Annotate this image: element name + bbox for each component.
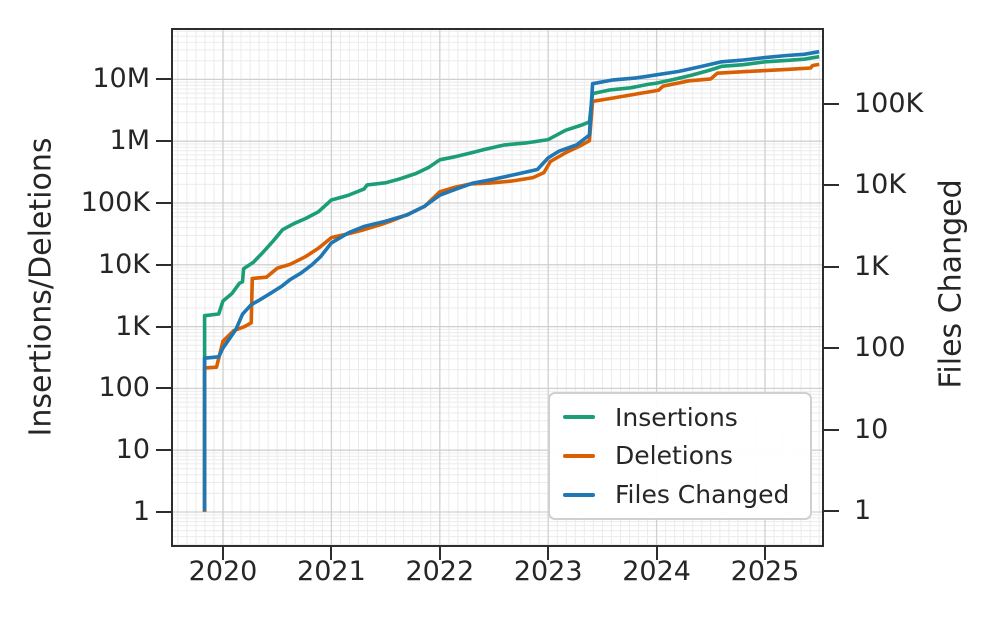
right-y-tick-label: 10 [854, 413, 889, 445]
left-y-tick-label: 10K [97, 248, 150, 280]
legend-item-deletions: Deletions [550, 437, 810, 475]
left-y-tick-label: 1M [109, 125, 150, 157]
files-changed-line [202, 49, 820, 511]
plot-area [171, 28, 824, 547]
deletions-line-swatch [563, 453, 595, 458]
left-y-axis-title: Insertions/Deletions [23, 137, 59, 437]
right-y-tick-label: 1K [854, 250, 889, 282]
x-tick [764, 547, 766, 560]
right-y-tick [824, 347, 839, 349]
x-tick [438, 547, 441, 560]
x-tick-label: 2023 [513, 556, 583, 587]
x-tick-label: 2024 [622, 556, 691, 587]
left-y-tick-label: 10M [92, 63, 150, 95]
chart-canvas [173, 30, 822, 545]
right-y-axis-title: Files Changed [933, 179, 969, 389]
left-y-tick [156, 449, 171, 452]
left-y-tick-label: 100K [80, 187, 150, 218]
legend: Insertions Deletions Files Changed [548, 392, 812, 520]
left-y-tick-label: 100 [98, 372, 150, 404]
right-y-tick [824, 184, 839, 186]
legend-label: Insertions [615, 402, 738, 432]
left-y-tick [156, 202, 171, 204]
left-y-tick-label: 1 [132, 496, 150, 527]
right-y-tick-label: 1 [854, 495, 872, 526]
right-y-tick-label: 10K [854, 169, 907, 200]
x-tick [330, 547, 333, 560]
x-tick-label: 2025 [730, 556, 800, 587]
left-y-tick [156, 140, 171, 143]
right-y-tick-label: 100K [854, 87, 924, 119]
right-y-tick [824, 102, 839, 105]
left-y-tick [156, 263, 171, 266]
legend-label: Deletions [615, 441, 733, 471]
right-y-tick-label: 100 [854, 332, 906, 363]
legend-item-insertions: Insertions [550, 398, 810, 436]
left-y-tick [156, 78, 171, 81]
x-tick [655, 547, 658, 560]
left-y-tick [156, 325, 171, 328]
right-y-tick [824, 510, 839, 512]
x-tick [547, 547, 550, 560]
x-tick-label: 2020 [188, 556, 258, 587]
legend-item-files-changed: Files Changed [550, 476, 810, 514]
left-y-tick-label: 1K [115, 310, 150, 342]
right-y-tick [824, 265, 839, 268]
files-changed-line-swatch [563, 492, 595, 497]
x-tick-label: 2021 [297, 556, 366, 587]
insertions-line [202, 54, 820, 512]
legend-label: Files Changed [615, 480, 790, 510]
x-tick-label: 2022 [405, 556, 475, 587]
left-y-tick [156, 511, 171, 513]
right-y-tick [824, 428, 839, 431]
left-y-tick [156, 387, 171, 390]
insertions-line-swatch [563, 415, 595, 420]
x-tick [222, 547, 224, 560]
left-y-tick-label: 10 [115, 434, 150, 466]
